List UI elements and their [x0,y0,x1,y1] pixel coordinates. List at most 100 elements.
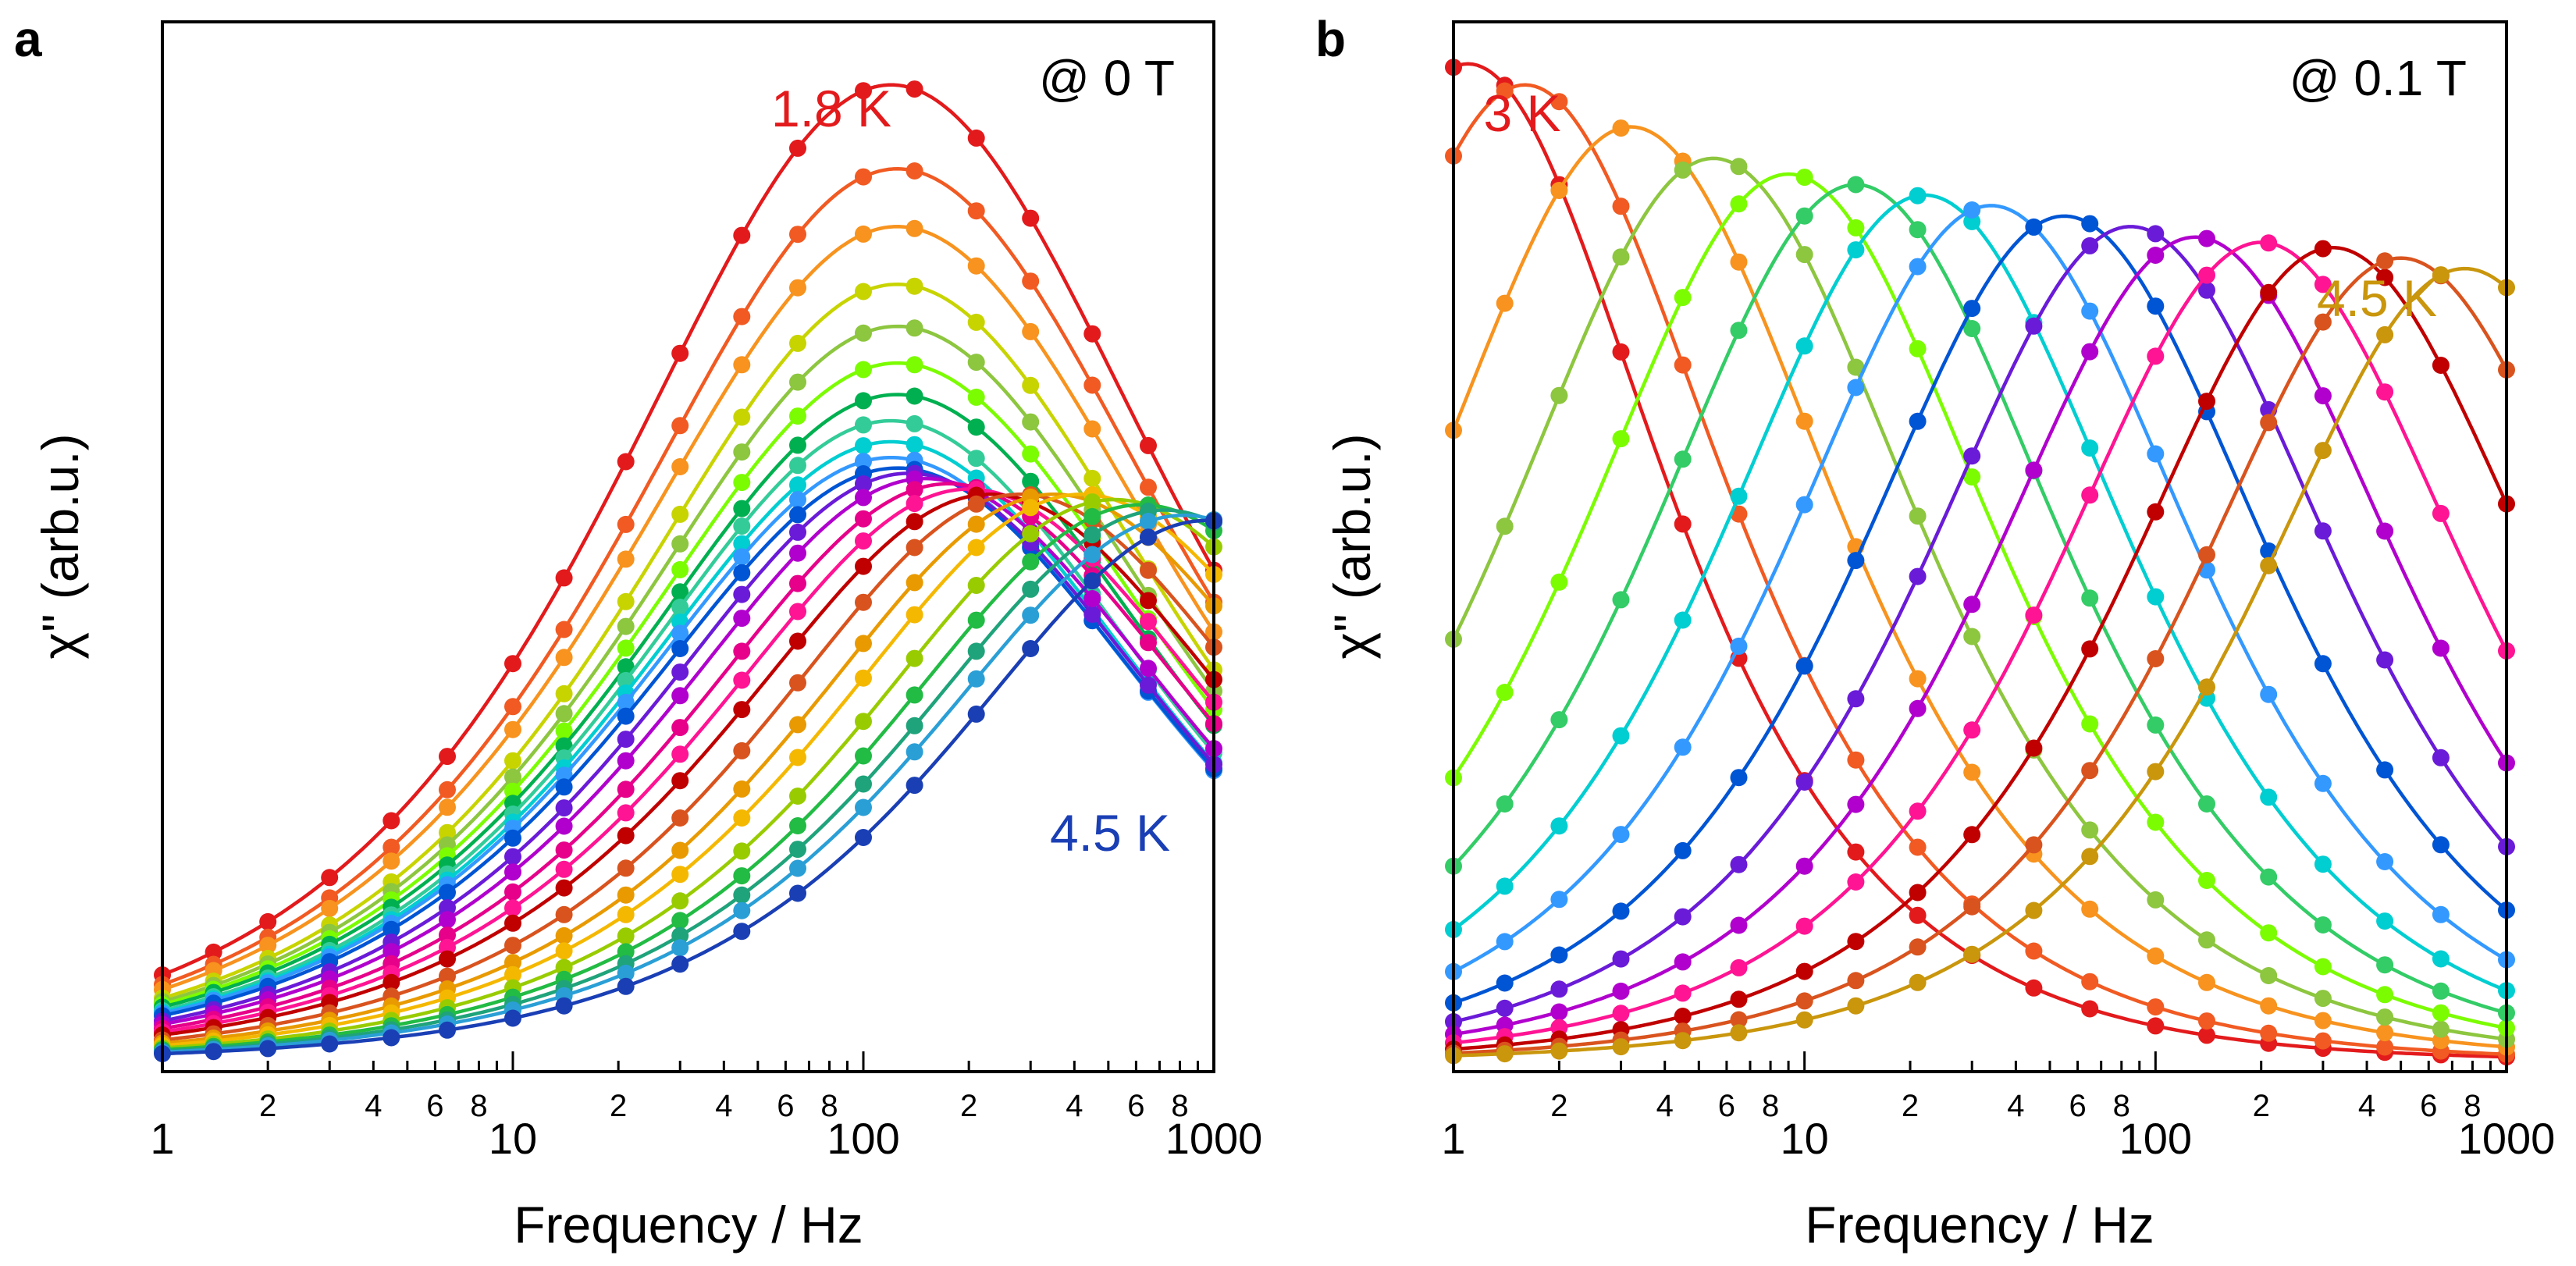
panel-a-series-22-point-17 [1083,526,1101,544]
panel-a-series-20-point-15 [967,577,985,594]
panel-a-series-3-point-13 [855,225,872,243]
panel-b-field-label: @ 0.1 T [2290,50,2467,106]
panel-a-series-16-point-9 [617,827,635,845]
panel-a-series-18-point-8 [555,926,573,944]
panel-b-series-15-point-6 [1730,1024,1748,1042]
panel-a-series-20-point-14 [906,649,923,667]
panel-b-series-2-point-15 [2260,1024,2278,1042]
panel-b-series-6-point-15 [2260,868,2278,886]
panel-b-series-10-point-2 [1496,999,1514,1017]
panel-a-series-18-point-7 [504,954,521,972]
panel-a-series-7-point-10 [671,583,689,601]
panel-a-series-24-point-15 [967,705,985,723]
panel-a-series-21-point-10 [671,912,689,930]
panel-a-fit-line-5 [162,324,1215,1004]
panel-a-series-18-point-14 [906,574,923,592]
panel-a-series-3-point-9 [617,550,635,568]
panel-a-series-5-point-15 [967,354,985,372]
panel-b-series-3-point-3 [1550,182,1568,199]
panel-b: b 2 4 6 8 2 4 6 8 2 4 6 81 10 100 1000 @ 0.1 T 3 K 4.5… [1315,11,2555,1254]
panel-a-series-7-point-15 [967,418,985,436]
panel-b-series-2-point-8 [1847,751,1865,769]
panel-a-series-9-point-13 [855,437,872,455]
panel-a-fit-line-4 [162,283,1215,1000]
panel-a-series-3-point-3 [259,937,277,955]
panel-b-series-5-point-13 [2147,813,2165,831]
panel-b-series-1-point-12 [2081,1000,2099,1018]
panel-b-series-10-point-10 [1963,447,1981,465]
panel-b-series-15-point-17 [2376,325,2394,343]
panel-b-series-3-point-15 [2260,997,2278,1015]
panel-a-series-24-point-8 [555,997,573,1015]
panel-a-series-2-point-15 [967,202,985,220]
panel-b-series-6-point-2 [1496,795,1514,813]
panel-b-series-15-point-15 [2260,557,2278,574]
panel-b-series-13-point-18 [2432,357,2450,374]
panel-a-series-9-point-14 [906,436,923,453]
panel-b-series-12-point-8 [1847,873,1865,891]
panel-a-series-20-point-16 [1022,525,1040,542]
panel-a-series-1-point-12 [789,139,806,157]
panel-a-series-15-point-14 [906,495,923,513]
panel-a-series-24-point-6 [439,1021,456,1039]
panel-b-series-12-point-5 [1674,984,1692,1002]
panel-a-series-10-point-9 [617,693,635,711]
panel-b-fit-line-10 [1453,225,2508,1024]
panel-a-series-22-point-12 [789,841,806,859]
panel-b-series-9-point-2 [1496,974,1514,992]
panel-b-series-14-point-11 [2025,836,2043,854]
panel-a-series-1-point-6 [439,748,456,766]
panel-b-series-15-point-5 [1674,1032,1692,1050]
panel-b-series-8-point-6 [1730,637,1748,655]
panel-a-series-3-point-10 [671,458,689,475]
panel-a-series-23-point-16 [1022,606,1040,624]
panel-b-series-10-point-16 [2314,522,2332,540]
panel-b-series-8-point-18 [2432,905,2450,923]
panel-a-series-3-point-16 [1022,322,1040,340]
panel-b-series-5-point-18 [2432,1004,2450,1022]
panel-a-series-12-point-18 [1140,676,1157,694]
panel-b-series-14-point-9 [1909,938,1927,956]
panel-a-series-4-point-7 [504,752,521,770]
panel-a-minor-tick-label-4: 4 [365,1089,382,1123]
panel-b-series-4-point-15 [2260,967,2278,984]
panel-b-series-7-point-6 [1730,487,1748,505]
panel-a-series-10-point-11 [733,548,751,566]
panel-b-series-2-point-9 [1909,838,1927,856]
panel-a-field-label: @ 0 T [1039,50,1175,106]
panel-b-series-8-point-13 [2147,445,2165,463]
panel-a-series-17-point-18 [1140,561,1157,579]
panel-a-series-17-point-12 [789,674,806,692]
panel-a-series-14-point-11 [733,642,751,660]
panel-b-series-4-point-13 [2147,891,2165,909]
panel-b-series-12-point-9 [1909,802,1927,820]
panel-b-series-15-point-8 [1847,997,1865,1015]
panel-b-series-10-point-12 [2081,236,2099,254]
panel-a-series-2-point-14 [906,162,923,180]
panel-a-series-3-point-8 [555,649,573,667]
panel-a-minor-tick-label-40: 4 [715,1089,732,1123]
panel-a-series-4-point-13 [855,283,872,300]
panel-b-series-12-point-18 [2432,504,2450,522]
panel-b-series-5-point-9 [1909,340,1927,357]
panel-b-series-4-point-16 [2314,990,2332,1008]
panel-b-series-10-point-17 [2376,651,2394,669]
panel-a-series-2-point-17 [1083,376,1101,394]
panel-a-series-13-point-13 [855,489,872,507]
panel-b-series-7-point-9 [1909,187,1927,204]
panel-b-series-2-point-3 [1550,93,1568,111]
panel-b-minor-tick-label-200: 2 [2253,1089,2270,1123]
panel-b-low-temp-label: 4.5 K [2317,269,2437,327]
panel-a-series-22-point-11 [733,886,751,904]
panel-a-series-6-point-15 [967,388,985,406]
panel-b-series-11-point-4 [1612,982,1630,1000]
panel-a-minor-tick-label-2: 2 [259,1089,276,1123]
panel-a-fit-line-2 [162,167,1215,987]
panel-a-series-8-point-10 [671,599,689,616]
panel-b-series-9-point-13 [2147,297,2165,315]
panel-b-series-9-point-16 [2314,655,2332,673]
panel-b-x-axis-label: Frequency / Hz [1805,1196,2154,1254]
panel-a-series-19-point-9 [617,905,635,923]
panel-b-series-6-point-10 [1963,320,1981,337]
panel-a-series-5-point-14 [906,319,923,337]
